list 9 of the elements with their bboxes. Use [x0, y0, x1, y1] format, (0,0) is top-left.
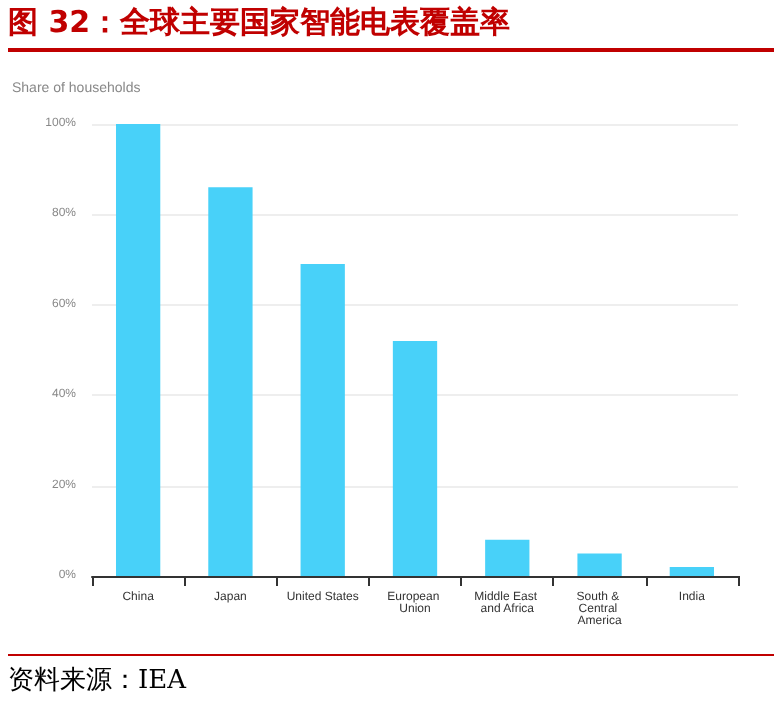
bar: [392, 340, 438, 576]
text: 资料来源：IEA: [8, 654, 774, 698]
bar: [485, 539, 530, 576]
bar: [669, 566, 715, 576]
bar: [208, 187, 253, 576]
bar: [115, 124, 161, 576]
bar: [577, 553, 622, 576]
chart-title: 图 32：全球主要国家智能电表覆盖率: [8, 4, 774, 52]
bar: [300, 264, 345, 576]
